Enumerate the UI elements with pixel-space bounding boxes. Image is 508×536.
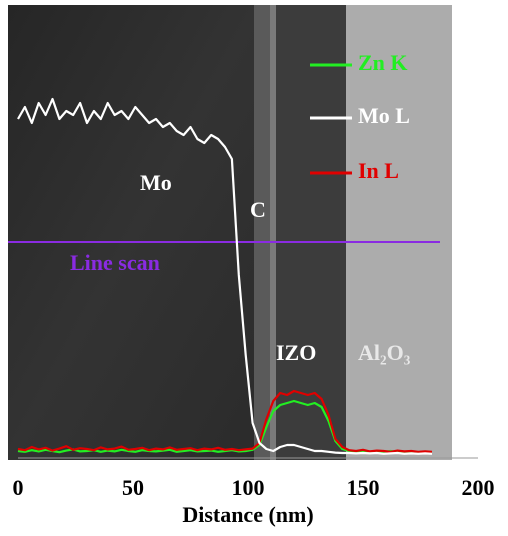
annotation: Al₂O₃	[358, 340, 411, 365]
mo-region	[8, 5, 258, 460]
x-tick-label: 100	[232, 475, 265, 500]
c-edge	[270, 5, 276, 460]
annotation: Line scan	[70, 250, 160, 275]
izo-region	[276, 5, 346, 460]
x-tick-label: 0	[13, 475, 24, 500]
al2o3-region	[346, 5, 452, 460]
legend-label: Mo L	[358, 103, 410, 128]
annotation: Mo	[140, 170, 172, 195]
series-line	[17, 399, 433, 454]
annotation: IZO	[276, 340, 316, 365]
c-region	[254, 5, 274, 460]
x-tick-label: 200	[462, 475, 495, 500]
legend-label: In L	[358, 158, 399, 183]
x-tick-label: 150	[347, 475, 380, 500]
series-line	[17, 389, 433, 453]
x-tick-label: 50	[122, 475, 144, 500]
annotation: C	[250, 197, 266, 222]
series-line	[17, 97, 433, 455]
legend-label: Zn K	[358, 50, 408, 75]
x-axis-label: Distance (nm)	[182, 502, 313, 527]
